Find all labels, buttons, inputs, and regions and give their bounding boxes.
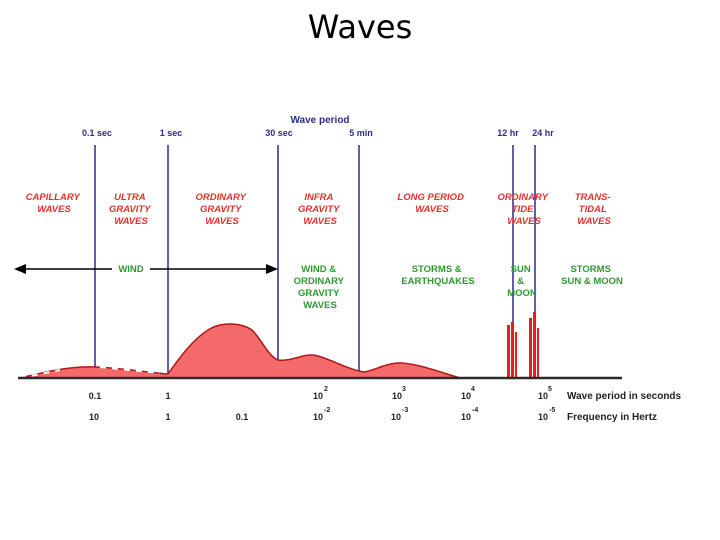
category-trans-tidal: TRANS- TIDAL WAVES [575, 192, 614, 227]
energy-curve [19, 323, 461, 379]
period-tick: 10 [313, 391, 323, 401]
frequency-tick-exponent: -2 [324, 407, 330, 414]
frequency-axis-label: Frequency in Hertz [567, 412, 657, 423]
marker-label: 12 hr [497, 128, 519, 138]
slide-title: Waves [307, 8, 413, 46]
period-tick: 10 [461, 391, 471, 401]
frequency-tick: 10 [89, 412, 99, 422]
period-marker-lines [94, 145, 536, 378]
force-wind-and-gravity-waves: WIND & ORDINARY GRAVITY WAVES [294, 264, 347, 311]
period-tick-exponent: 2 [324, 386, 328, 393]
wave-categories: CAPILLARY WAVES ULTRA GRAVITY WAVES ORDI… [26, 192, 614, 227]
category-ultra-gravity: ULTRA GRAVITY WAVES [109, 192, 153, 227]
frequency-tick: 10 [391, 412, 401, 422]
period-tick: 0.1 [89, 391, 102, 401]
period-tick: 1 [165, 391, 170, 401]
category-long-period: LONG PERIOD WAVES [397, 192, 466, 215]
frequency-tick: 1 [165, 412, 170, 422]
frequency-tick: 10 [313, 412, 323, 422]
force-storms-earthquakes: STORMS & EARTHQUAKES [401, 264, 474, 287]
category-capillary: CAPILLARY WAVES [26, 192, 83, 215]
energy-spectrum [19, 312, 539, 379]
generating-forces: WIND WIND & ORDINARY GRAVITY WAVES STORM… [118, 264, 623, 311]
marker-label: 30 sec [265, 128, 293, 138]
category-infra-gravity: INFRA GRAVITY WAVES [298, 192, 342, 227]
category-ordinary-gravity: ORDINARY GRAVITY WAVES [196, 192, 249, 227]
frequency-tick: 0.1 [236, 412, 249, 422]
force-storms-sun-moon: STORMS SUN & MOON [561, 264, 623, 287]
category-ordinary-tide: ORDINARY TIDE WAVES [498, 192, 551, 227]
marker-label: 1 sec [160, 128, 183, 138]
frequency-tick-exponent: -4 [472, 407, 478, 414]
period-axis-label: Wave period in seconds [567, 391, 682, 402]
period-tick-exponent: 4 [471, 386, 475, 393]
period-tick-exponent: 3 [402, 386, 406, 393]
marker-label: 5 min [349, 128, 373, 138]
frequency-tick-labels: 10 1 0.1 10 -2 10 -3 10 -4 10 -5 Frequen… [89, 407, 657, 423]
wind-range-arrow [14, 262, 278, 276]
wave-period-header: Wave period [290, 115, 349, 126]
marker-label: 0.1 sec [82, 128, 112, 138]
period-tick-labels: 0.1 1 10 2 10 3 10 4 10 5 Wave period in… [89, 386, 682, 402]
marker-label: 24 hr [532, 128, 554, 138]
frequency-tick-exponent: -3 [402, 407, 408, 414]
period-tick: 10 [538, 391, 548, 401]
tide-peaks [507, 312, 539, 378]
period-tick: 10 [392, 391, 402, 401]
frequency-tick: 10 [461, 412, 471, 422]
frequency-tick: 10 [538, 412, 548, 422]
force-wind: WIND [118, 264, 143, 275]
frequency-tick-exponent: -5 [549, 407, 555, 414]
force-sun-moon: SUN & MOON [507, 264, 537, 299]
period-marker-labels: 0.1 sec 1 sec 30 sec 5 min 12 hr 24 hr [82, 128, 554, 138]
period-tick-exponent: 5 [548, 386, 552, 393]
